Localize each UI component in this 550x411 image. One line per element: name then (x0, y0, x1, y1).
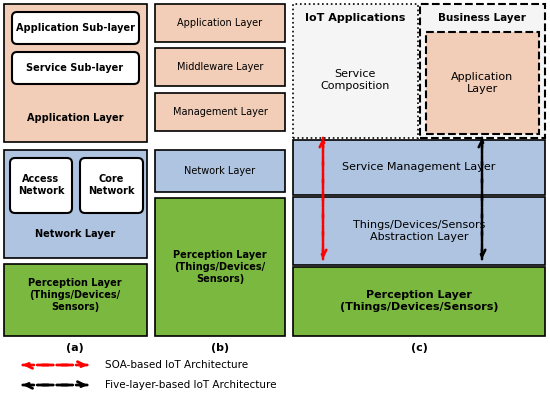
Text: Perception Layer
(Things/Devices/
Sensors): Perception Layer (Things/Devices/ Sensor… (28, 278, 122, 312)
FancyBboxPatch shape (12, 12, 139, 44)
Text: Application Layer: Application Layer (27, 113, 123, 123)
Bar (293, 267, 545, 336)
Bar (155, 150, 285, 192)
Text: Application
Layer: Application Layer (451, 72, 513, 94)
Text: (a): (a) (66, 343, 84, 353)
Text: Service
Composition: Service Composition (320, 69, 390, 91)
Text: Management Layer: Management Layer (173, 107, 267, 117)
Text: (c): (c) (410, 343, 427, 353)
Text: Network Layer: Network Layer (35, 229, 115, 239)
Text: Application Layer: Application Layer (178, 18, 262, 28)
Text: Five-layer-based IoT Architecture: Five-layer-based IoT Architecture (105, 380, 277, 390)
Text: Perception Layer
(Things/Devices/Sensors): Perception Layer (Things/Devices/Sensors… (340, 290, 498, 312)
Bar (155, 48, 285, 86)
Text: Perception Layer
(Things/Devices/
Sensors): Perception Layer (Things/Devices/ Sensor… (173, 250, 267, 284)
FancyBboxPatch shape (10, 158, 72, 213)
Text: Middleware Layer: Middleware Layer (177, 62, 263, 72)
Bar (155, 93, 285, 131)
Bar (293, 4, 418, 138)
FancyBboxPatch shape (12, 52, 139, 84)
Text: Service Sub-layer: Service Sub-layer (26, 63, 124, 73)
Text: Things/Devices/Sensors
Abstraction Layer: Things/Devices/Sensors Abstraction Layer (353, 220, 485, 242)
Bar (426, 32, 539, 134)
Text: Core
Network: Core Network (88, 174, 134, 196)
Bar (4, 4, 147, 142)
Text: Network Layer: Network Layer (184, 166, 256, 176)
Text: IoT Applications: IoT Applications (305, 13, 405, 23)
Bar (420, 4, 545, 138)
Text: Business Layer: Business Layer (438, 13, 526, 23)
Text: (b): (b) (211, 343, 229, 353)
Bar (4, 264, 147, 336)
Text: Service Management Layer: Service Management Layer (342, 162, 496, 172)
Text: SOA-based IoT Architecture: SOA-based IoT Architecture (105, 360, 248, 370)
Text: Application Sub-layer: Application Sub-layer (15, 23, 135, 33)
Bar (155, 198, 285, 336)
Bar (155, 4, 285, 42)
FancyBboxPatch shape (80, 158, 143, 213)
Bar (293, 140, 545, 195)
Text: Access
Network: Access Network (18, 174, 64, 196)
Bar (4, 150, 147, 258)
Bar (293, 197, 545, 265)
